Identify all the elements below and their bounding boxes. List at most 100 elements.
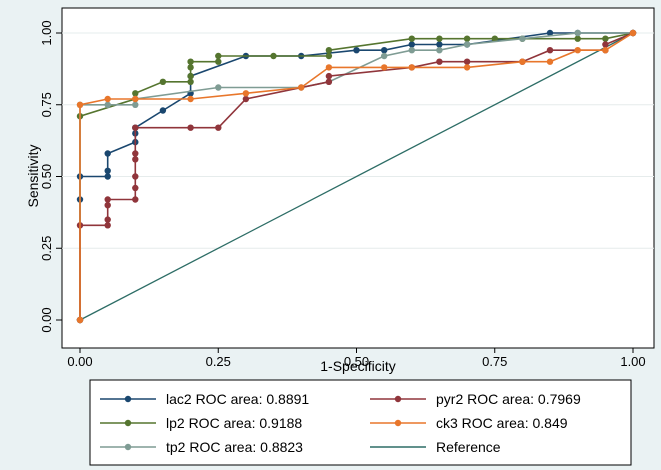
data-point	[215, 84, 222, 91]
data-point	[602, 41, 609, 48]
data-point	[436, 41, 443, 48]
data-point	[325, 64, 333, 71]
y-tick-label: 0.25	[39, 236, 54, 261]
data-point	[187, 78, 194, 86]
data-point	[602, 47, 609, 54]
data-point	[574, 29, 581, 37]
data-point	[436, 35, 443, 42]
data-point	[574, 35, 581, 42]
data-point	[602, 35, 609, 42]
x-tick-label: 0.75	[482, 354, 507, 369]
x-tick-label: 0.25	[206, 354, 231, 369]
data-point	[187, 64, 194, 71]
data-point	[325, 78, 333, 86]
legend-label: lp2 ROC area: 0.9188	[166, 415, 302, 431]
data-point	[132, 173, 139, 180]
data-point	[132, 101, 139, 109]
data-point	[104, 150, 111, 157]
data-point	[215, 124, 222, 131]
y-tick-label: 0.00	[39, 307, 54, 332]
data-point	[132, 150, 139, 157]
legend-item-reference: Reference	[370, 439, 501, 455]
data-point	[159, 78, 167, 86]
data-point	[463, 41, 471, 48]
data-point	[408, 41, 415, 48]
legend-swatch-marker	[124, 395, 132, 403]
data-point	[104, 196, 111, 203]
data-point	[408, 35, 415, 42]
data-point	[187, 95, 194, 103]
data-point	[546, 47, 554, 54]
legend-item-ck3: ck3 ROC area: 0.849	[370, 415, 568, 431]
data-point	[215, 58, 222, 65]
data-point	[270, 52, 277, 60]
legend-swatch-marker	[124, 443, 132, 451]
data-point	[215, 52, 222, 60]
data-point	[76, 101, 84, 109]
legend-item-pyr2: pyr2 ROC area: 0.7969	[370, 391, 581, 407]
data-point	[463, 58, 471, 65]
legend-label: ck3 ROC area: 0.849	[436, 415, 568, 431]
data-point	[298, 84, 305, 91]
series-layer	[76, 29, 637, 324]
data-point	[104, 202, 111, 209]
x-tick-label: 0.00	[67, 354, 92, 369]
data-point	[104, 95, 111, 103]
legend-label: Reference	[436, 439, 501, 455]
legend-label: lac2 ROC area: 0.8891	[166, 391, 309, 407]
data-point	[436, 58, 443, 65]
data-point	[132, 184, 139, 192]
data-point	[381, 52, 388, 60]
data-point	[436, 47, 443, 54]
legend-box	[89, 379, 632, 466]
axis-ticks: 0.00 0.25 0.50 0.75 1.00 0.00 0.25 0.50 0.75 1.00	[39, 20, 646, 369]
series-line	[79, 32, 634, 320]
y-tick-label: 0.75	[39, 92, 54, 117]
legend-label: tp2 ROC area: 0.8823	[166, 439, 303, 455]
legend: lac2 ROC area: 0.8891 pyr2 ROC area: 0.79…	[100, 391, 581, 455]
data-point	[463, 35, 471, 42]
data-point	[187, 124, 194, 131]
series-reference	[79, 32, 634, 321]
data-point	[104, 216, 111, 223]
data-point	[629, 29, 637, 37]
data-point	[325, 72, 333, 80]
legend-item-lac2: lac2 ROC area: 0.8891	[100, 391, 309, 407]
series-ck3	[76, 29, 637, 324]
data-point	[463, 64, 471, 71]
plot-area	[61, 7, 655, 349]
series-line	[79, 32, 634, 321]
legend-item-lp2: lp2 ROC area: 0.9188	[100, 415, 302, 431]
legend-label: pyr2 ROC area: 0.7969	[436, 391, 581, 407]
data-point	[353, 47, 360, 54]
data-point	[104, 101, 111, 109]
data-point	[132, 90, 139, 97]
legend-item-tp2: tp2 ROC area: 0.8823	[100, 439, 303, 455]
data-point	[159, 107, 167, 114]
y-tick-label: 1.00	[39, 20, 54, 45]
y-axis-title: Sensitivity	[25, 144, 41, 207]
legend-swatch-marker	[124, 419, 132, 427]
data-point	[187, 58, 194, 65]
data-point	[408, 64, 415, 71]
data-point	[519, 58, 526, 65]
data-point	[546, 58, 554, 65]
data-point	[76, 316, 84, 324]
data-point	[381, 64, 388, 71]
y-tick-label: 0.50	[39, 164, 54, 189]
data-point	[491, 35, 498, 42]
data-point	[104, 173, 111, 180]
legend-swatch-marker	[394, 419, 402, 427]
series-line	[79, 32, 634, 320]
data-point	[187, 72, 194, 80]
legend-swatch-marker	[394, 395, 402, 403]
data-point	[242, 90, 250, 97]
data-point	[519, 35, 526, 42]
data-point	[132, 124, 139, 131]
data-point	[132, 156, 139, 163]
data-point	[132, 196, 139, 203]
x-tick-label: 0.50	[344, 354, 369, 369]
data-point	[104, 167, 111, 174]
